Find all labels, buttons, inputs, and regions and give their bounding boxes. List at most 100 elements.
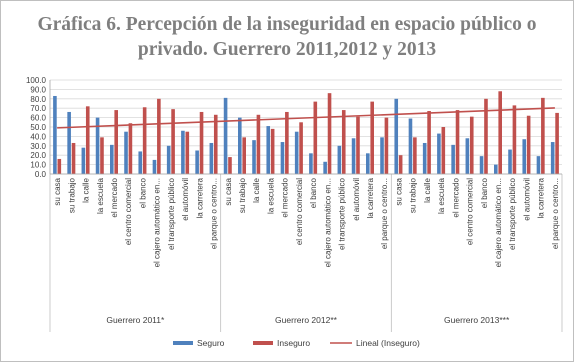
category-label: la escuela	[266, 177, 275, 214]
bar-inseguro	[85, 106, 90, 174]
axes	[49, 80, 563, 332]
bar-seguro	[550, 142, 555, 174]
bar-seguro	[479, 156, 484, 174]
category-label: el transporte público	[167, 177, 176, 250]
bar-seguro	[166, 145, 171, 174]
category-label: la escuela	[96, 177, 105, 214]
gridlines	[50, 79, 562, 175]
bar-inseguro	[299, 122, 303, 174]
y-axis-ticks: 0.010.020.030.040.050.060.070.080.090.01…	[26, 76, 47, 179]
category-label: el mercado	[110, 177, 119, 217]
bar-inseguro	[427, 111, 431, 174]
category-label: su casa	[394, 177, 403, 205]
y-tick-label: 70.0	[30, 104, 46, 113]
category-label: su casa	[224, 177, 233, 205]
category-label: el transporte público	[508, 177, 517, 250]
bar-seguro	[394, 98, 399, 174]
bar-seguro	[437, 133, 441, 174]
bar-seguro	[494, 164, 498, 174]
bar-seguro	[351, 138, 356, 174]
bar-inseguro	[327, 93, 332, 174]
bar-seguro	[181, 130, 185, 174]
bar-inseguro	[484, 98, 488, 174]
category-label: el mercado	[281, 177, 290, 217]
category-label: la carretera	[537, 177, 546, 218]
category-label: el cajero automático en...	[494, 178, 503, 267]
bar-inseguro	[455, 110, 460, 174]
bar-seguro	[238, 117, 242, 174]
bar-seguro	[309, 153, 313, 174]
legend-label-trendline: Lineal (Inseguro)	[356, 338, 420, 348]
category-label: el centro comercial	[466, 178, 475, 245]
trendline-layer	[57, 107, 555, 129]
bar-inseguro	[114, 110, 118, 174]
bar-inseguro	[228, 157, 232, 174]
category-label: el banco	[138, 177, 147, 208]
bar-seguro	[266, 126, 271, 174]
y-tick-label: 30.0	[30, 142, 46, 151]
bar-inseguro	[384, 117, 389, 174]
bar-inseguro	[313, 101, 318, 174]
y-tick-label: 10.0	[30, 161, 46, 170]
bar-inseguro	[185, 131, 190, 174]
legend-label-seguro: Seguro	[197, 338, 225, 348]
bar-seguro	[252, 140, 256, 174]
y-tick-label: 100.0	[26, 76, 47, 85]
bar-inseguro	[128, 123, 133, 174]
bar-inseguro	[242, 137, 246, 174]
bar-seguro	[451, 144, 455, 174]
y-tick-label: 90.0	[30, 85, 46, 94]
legend-swatch-seguro	[173, 341, 193, 345]
bar-seguro	[522, 139, 527, 174]
category-label: el parque o centro...	[210, 178, 219, 249]
bar-seguro	[81, 147, 86, 174]
bar-inseguro	[213, 114, 218, 174]
bar-inseguro	[157, 98, 161, 174]
bar-seguro	[408, 118, 413, 174]
category-label: la carretera	[195, 177, 204, 218]
bar-seguro	[366, 153, 370, 174]
y-tick-label: 20.0	[30, 151, 46, 160]
bar-seguro	[209, 142, 214, 174]
bar-seguro	[53, 95, 57, 174]
bar-inseguro	[57, 158, 62, 174]
bar-seguro	[138, 151, 143, 174]
bar-seguro	[337, 145, 342, 174]
category-labels: su casa su trabajo la calle la escuela el me…	[53, 177, 560, 267]
bars	[53, 91, 559, 174]
group-labels: Guerrero 2011* Guerrero 2012** Guerrero 20…	[106, 315, 510, 325]
category-label: el cajero automático en...	[153, 178, 162, 267]
bar-inseguro	[541, 97, 545, 174]
category-label: el banco	[480, 177, 489, 208]
bar-seguro	[465, 138, 470, 174]
bar-seguro	[323, 161, 327, 174]
category-label: el banco	[309, 177, 318, 208]
bar-inseguro	[285, 111, 289, 174]
bar-inseguro	[341, 110, 346, 174]
bar-seguro	[380, 137, 384, 174]
category-label: el centro comercial	[295, 178, 304, 245]
legend: Seguro Inseguro Lineal (Inseguro)	[173, 338, 420, 348]
bar-inseguro	[100, 137, 104, 174]
bar-seguro	[223, 97, 228, 174]
category-label: el automóvil	[352, 178, 361, 221]
bar-seguro	[124, 131, 128, 174]
y-tick-label: 60.0	[30, 114, 46, 123]
bar-inseguro	[171, 109, 175, 174]
category-label: el mercado	[451, 177, 460, 217]
y-tick-label: 40.0	[30, 132, 46, 141]
bar-inseguro	[398, 155, 403, 174]
group-label: Guerrero 2012**	[275, 315, 338, 325]
category-label: su casa	[53, 177, 62, 205]
category-label: el parque o centro...	[380, 178, 389, 249]
category-label: el centro comercial	[124, 178, 133, 245]
bar-seguro	[195, 150, 199, 174]
bar-inseguro	[270, 128, 275, 174]
category-label: la escuela	[437, 177, 446, 214]
y-tick-label: 0.0	[35, 170, 47, 179]
legend-label-inseguro: Inseguro	[277, 338, 310, 348]
group-label: Guerrero 2013***	[444, 315, 510, 325]
category-label: su trabajo	[67, 177, 76, 213]
bar-inseguro	[441, 127, 446, 174]
